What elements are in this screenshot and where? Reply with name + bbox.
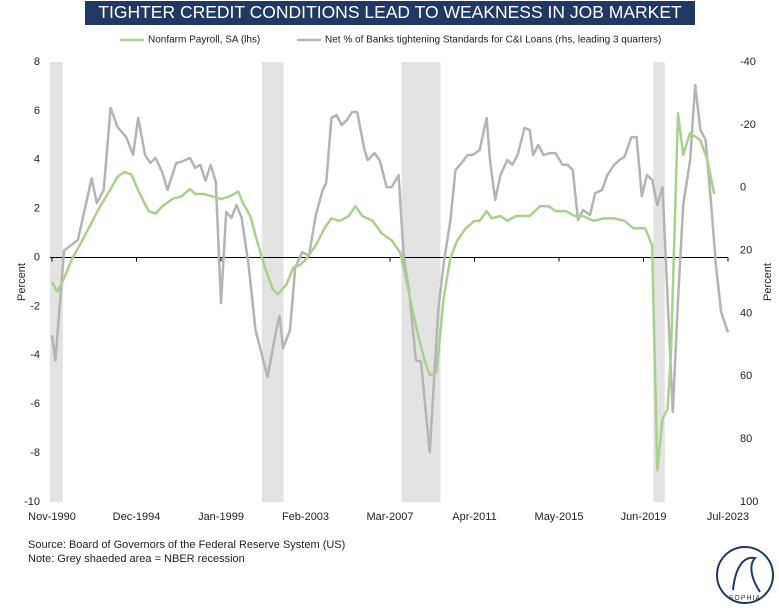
- y-tick-label: 8: [34, 56, 40, 68]
- x-tick-label: Jan-1999: [198, 511, 244, 523]
- x-tick-label: Jul-2023: [707, 511, 749, 523]
- y-tick-label: 0: [34, 251, 40, 263]
- recession-band: [50, 62, 63, 502]
- logo-text: SOPHIA: [729, 595, 761, 602]
- y2-tick-label: 80: [740, 433, 752, 445]
- recession-band: [653, 62, 665, 502]
- y2-tick-label: 0: [740, 182, 746, 194]
- logo-figure: [732, 556, 761, 593]
- series-line: [50, 112, 716, 472]
- y-tick-label: -10: [24, 496, 40, 508]
- recession-band: [261, 62, 284, 502]
- x-tick-label: Dec-1994: [113, 511, 161, 523]
- series-line: [50, 83, 730, 454]
- legend-label: Net % of Banks tightening Standards for …: [325, 35, 661, 46]
- logo-ring: [716, 546, 774, 604]
- x-tick-label: Nov-1990: [28, 511, 76, 523]
- recessions: [50, 62, 665, 502]
- x-tick-label: Apr-2011: [452, 511, 496, 523]
- title-banner: [85, 1, 695, 25]
- y2-tick-label: 100: [740, 496, 758, 508]
- chart-title: TIGHTER CREDIT CONDITIONS LEAD TO WEAKNE…: [98, 2, 682, 22]
- y2-tick-label: 40: [740, 307, 752, 319]
- source-note: Source: Board of Governors of the Federa…: [28, 539, 345, 551]
- x-tick-label: Jun-2019: [621, 511, 667, 523]
- y-tick-label: 2: [34, 203, 40, 215]
- legend-label: Nonfarm Payroll, SA (lhs): [148, 35, 260, 46]
- y2-tick-label: 20: [740, 244, 752, 256]
- logo: SOPHIA: [716, 546, 774, 604]
- y-tick-label: 6: [34, 105, 40, 117]
- y-tick-label: 4: [34, 154, 40, 166]
- recession-note: Note: Grey shaeded area = NBER recession: [28, 553, 245, 565]
- y-tick-label: -4: [30, 349, 40, 361]
- y2-tick-label: -20: [740, 119, 756, 131]
- y-tick-label: -6: [30, 398, 40, 410]
- y2-axis-label: Percent: [762, 263, 774, 301]
- x-tick-label: May-2015: [535, 511, 584, 523]
- y-axis-label: Percent: [16, 263, 28, 301]
- x-tick-label: Feb-2003: [282, 511, 329, 523]
- y-tick-label: -2: [30, 300, 40, 312]
- y2-tick-label: 60: [740, 370, 752, 382]
- y-tick-label: -8: [30, 447, 40, 459]
- x-tick-label: Mar-2007: [366, 511, 413, 523]
- y2-tick-label: -40: [740, 56, 756, 68]
